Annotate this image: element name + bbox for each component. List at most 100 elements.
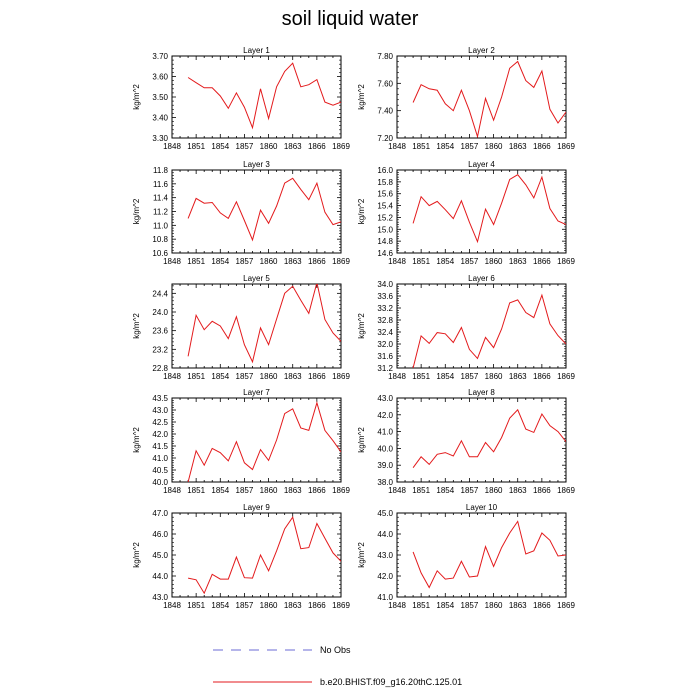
- x-tick-label: 1851: [412, 142, 430, 151]
- series-line: [412, 293, 566, 368]
- panel-title: Layer 9: [243, 503, 270, 512]
- y-tick-label: 41.0: [377, 593, 393, 602]
- x-tick-label: 1866: [308, 142, 326, 151]
- y-tick-label: 44.0: [377, 530, 393, 539]
- y-tick-label: 3.70: [152, 52, 168, 61]
- y-tick-label: 10.8: [152, 235, 168, 244]
- y-tick-label: 7.40: [377, 107, 393, 116]
- plot-frame: [396, 397, 567, 483]
- panel-title: Layer 8: [468, 388, 495, 397]
- y-tick-label: 45.0: [377, 509, 393, 518]
- x-tick-label: 1848: [388, 257, 406, 266]
- x-tick-label: 1860: [260, 142, 278, 151]
- x-tick-label: 1863: [509, 257, 527, 266]
- x-tick-label: 1869: [557, 486, 575, 495]
- y-tick-label: 14.8: [377, 237, 393, 246]
- x-tick-label: 1857: [236, 142, 254, 151]
- y-tick-label: 32.4: [377, 328, 393, 337]
- x-tick-label: 1857: [461, 372, 479, 381]
- chart-panel-4: Layer 4 kg/m^2 1848 1851 1854 1857 1860 1863 186…: [357, 160, 575, 266]
- x-tick-label: 1848: [163, 601, 181, 610]
- y-axis-label: kg/m^2: [357, 542, 366, 568]
- y-tick-label: 33.6: [377, 292, 393, 301]
- y-tick-label: 14.6: [377, 249, 393, 258]
- y-tick-label: 3.30: [152, 134, 168, 143]
- plot-frame: [171, 283, 342, 369]
- panel-title: Layer 4: [468, 160, 495, 169]
- panel-title: Layer 6: [468, 274, 495, 283]
- plot-frame: [171, 169, 342, 254]
- y-tick-label: 40.5: [152, 466, 168, 475]
- x-tick-label: 1848: [388, 486, 406, 495]
- x-tick-label: 1863: [509, 486, 527, 495]
- y-tick-label: 31.6: [377, 352, 393, 361]
- y-tick-label: 32.0: [377, 340, 393, 349]
- y-tick-label: 24.4: [152, 289, 168, 298]
- x-tick-label: 1848: [163, 486, 181, 495]
- y-tick-label: 23.2: [152, 345, 168, 354]
- x-tick-label: 1848: [388, 372, 406, 381]
- x-tick-label: 1851: [187, 257, 205, 266]
- plot-frame: [396, 283, 567, 369]
- x-tick-label: 1851: [412, 372, 430, 381]
- x-tick-label: 1857: [236, 257, 254, 266]
- series-line: [187, 177, 341, 242]
- y-tick-label: 3.60: [152, 73, 168, 82]
- panel-title: Layer 10: [466, 503, 498, 512]
- series-line: [187, 62, 341, 130]
- x-tick-label: 1848: [163, 257, 181, 266]
- y-tick-label: 15.0: [377, 225, 393, 234]
- series-line: [412, 520, 566, 589]
- panel-title: Layer 2: [468, 46, 495, 55]
- x-tick-label: 1854: [436, 372, 454, 381]
- panel-title: Layer 3: [243, 160, 270, 169]
- x-tick-label: 1866: [308, 372, 326, 381]
- y-tick-label: 38.0: [377, 478, 393, 487]
- x-tick-label: 1851: [412, 486, 430, 495]
- x-tick-label: 1863: [284, 372, 302, 381]
- y-tick-label: 11.2: [153, 208, 169, 217]
- series-line: [187, 401, 341, 482]
- x-tick-label: 1860: [485, 257, 503, 266]
- x-tick-label: 1857: [461, 142, 479, 151]
- x-tick-label: 1860: [485, 142, 503, 151]
- x-tick-label: 1857: [236, 601, 254, 610]
- x-tick-label: 1857: [461, 601, 479, 610]
- y-tick-label: 31.2: [377, 364, 393, 373]
- y-axis-label: kg/m^2: [132, 198, 141, 224]
- plot-frame: [396, 169, 567, 254]
- x-tick-label: 1869: [332, 372, 350, 381]
- x-tick-label: 1851: [412, 601, 430, 610]
- x-tick-label: 1854: [436, 601, 454, 610]
- y-tick-label: 10.6: [152, 249, 168, 258]
- y-tick-label: 43.0: [152, 593, 168, 602]
- x-tick-label: 1869: [332, 142, 350, 151]
- x-tick-label: 1857: [461, 257, 479, 266]
- panel-title: Layer 7: [243, 388, 270, 397]
- x-tick-label: 1848: [388, 142, 406, 151]
- x-tick-label: 1869: [557, 372, 575, 381]
- y-tick-label: 11.6: [153, 180, 169, 189]
- x-tick-label: 1860: [260, 601, 278, 610]
- y-tick-label: 7.20: [377, 134, 393, 143]
- chart-panel-9: Layer 9 kg/m^2 1848 1851 1854 1857 1860 1863 186…: [132, 503, 350, 610]
- x-tick-label: 1863: [284, 486, 302, 495]
- x-tick-label: 1869: [332, 601, 350, 610]
- figure-legend: No Obs b.e20.BHIST.f09_g16.20thC.125.01: [213, 645, 462, 687]
- x-tick-label: 1854: [436, 142, 454, 151]
- x-tick-label: 1860: [260, 372, 278, 381]
- x-tick-label: 1860: [485, 601, 503, 610]
- y-tick-label: 41.0: [377, 428, 393, 437]
- y-tick-label: 7.80: [377, 52, 393, 61]
- x-tick-label: 1869: [557, 601, 575, 610]
- x-tick-label: 1866: [533, 486, 551, 495]
- chart-panel-8: Layer 8 kg/m^2 1848 1851 1854 1857 1860 1863 186…: [357, 388, 575, 495]
- y-axis-label: kg/m^2: [357, 198, 366, 224]
- x-tick-label: 1857: [461, 486, 479, 495]
- y-tick-label: 47.0: [152, 509, 168, 518]
- y-tick-label: 42.0: [377, 411, 393, 420]
- y-tick-label: 11.8: [153, 166, 169, 175]
- y-tick-label: 44.0: [152, 572, 168, 581]
